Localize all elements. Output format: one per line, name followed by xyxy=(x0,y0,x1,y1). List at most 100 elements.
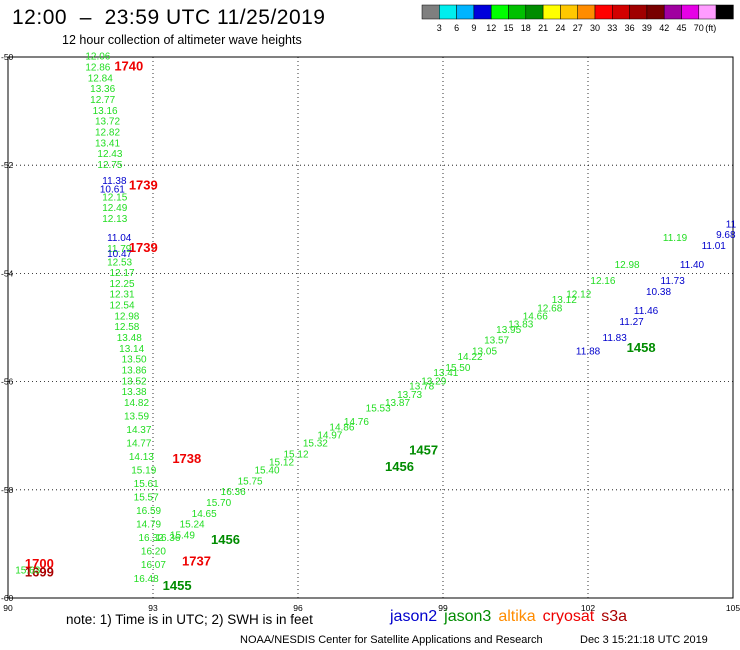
footer-generated-time: Dec 3 15:21:18 UTC 2019 xyxy=(580,634,708,646)
colorbar-tick-label: 39 xyxy=(642,23,652,33)
data-label: 11 xyxy=(726,219,737,230)
data-label: 12.25 xyxy=(110,279,135,290)
data-label: 10.38 xyxy=(646,287,671,298)
data-label: 16.20 xyxy=(141,547,166,558)
data-label: 15.57 xyxy=(134,493,159,504)
data-label: 12.77 xyxy=(90,95,115,106)
data-label: 11.19 xyxy=(663,233,688,244)
colorbar-tick-label: 24 xyxy=(555,23,565,33)
data-label: 12.98 xyxy=(114,311,139,322)
data-label: 14.66 xyxy=(523,311,548,322)
colorbar-swatch xyxy=(715,4,734,20)
colorbar-tick-label: 45 xyxy=(676,23,686,33)
data-label: 13.48 xyxy=(117,333,142,344)
x-tick-label: 105 xyxy=(726,603,740,612)
data-label: 14.22 xyxy=(458,352,483,363)
x-tick-label: 90 xyxy=(3,603,13,612)
chart-title: 12:00 – 23:59 UTC 11/25/2019 xyxy=(12,6,326,29)
data-label: 9.68 xyxy=(716,230,736,241)
x-tick-label: 102 xyxy=(581,603,595,612)
data-label: 12.53 xyxy=(107,257,132,268)
data-label: 12.82 xyxy=(95,127,120,138)
data-label: 13.05 xyxy=(472,347,497,358)
chart-subtitle: 12 hour collection of altimeter wave hei… xyxy=(62,33,302,47)
y-tick-label: -60 xyxy=(1,593,14,603)
data-label: 10.61 xyxy=(100,184,125,195)
data-label: 15.53 xyxy=(366,403,391,414)
data-label: 11.38 xyxy=(102,176,127,187)
data-label: 11.88 xyxy=(576,347,601,358)
data-label: 12.49 xyxy=(102,203,127,214)
data-label: 16.32 xyxy=(139,533,164,544)
data-label: 12.17 xyxy=(110,268,135,279)
data-label: 13.41 xyxy=(433,368,458,379)
data-label: 1455 xyxy=(163,578,192,593)
data-label: 11.27 xyxy=(619,317,644,328)
color-scale-legend: 3 6 9 12 15 18 21 24 27 30 33 36 39 42 45 70 (ft) xyxy=(421,4,734,33)
data-label: 1700 xyxy=(25,556,54,571)
data-label: 13.78 xyxy=(409,382,434,393)
data-label: 12.43 xyxy=(97,149,122,160)
data-label: 1456 xyxy=(211,532,240,547)
data-label: 13.41 xyxy=(95,138,120,149)
data-label: 15.49 xyxy=(170,530,195,541)
data-label: 15.32 xyxy=(303,439,328,450)
data-label: 12.54 xyxy=(110,301,135,312)
data-label: 14.65 xyxy=(192,509,217,520)
legend-item-altika: altika xyxy=(498,608,536,625)
data-label: 13.52 xyxy=(122,376,147,387)
data-label: 12.58 xyxy=(114,322,139,333)
data-label: 16.36 xyxy=(155,533,180,544)
data-label: 12.16 xyxy=(590,276,615,287)
data-label: 13.59 xyxy=(124,411,149,422)
data-label: 13.38 xyxy=(122,387,147,398)
colorbar-tick-label: 70 xyxy=(694,23,704,33)
y-tick-label: -58 xyxy=(1,485,14,495)
data-label: 12.15 xyxy=(102,192,127,203)
data-label: 16.48 xyxy=(134,574,159,585)
colorbar-tick-label: 21 xyxy=(538,23,548,33)
data-label: 1739 xyxy=(129,178,158,193)
colorbar-tick-label: 15 xyxy=(503,23,513,33)
data-label: 15.12 xyxy=(284,449,309,460)
colorbar-tick-label: 6 xyxy=(454,23,459,33)
y-tick-label: -56 xyxy=(1,377,14,387)
data-label: 1699 xyxy=(25,564,54,579)
data-label: 1739 xyxy=(129,240,158,255)
data-label: 1737 xyxy=(182,554,211,569)
data-label: 14.76 xyxy=(344,417,369,428)
data-label: 15.24 xyxy=(180,520,205,531)
x-tick-label: 99 xyxy=(438,603,448,612)
colorbar-tick-label: 30 xyxy=(590,23,600,33)
data-label: 16.59 xyxy=(136,506,161,517)
data-label: 15.63 xyxy=(15,566,40,577)
data-label: 15.40 xyxy=(255,466,280,477)
data-label: 12.98 xyxy=(615,260,640,271)
colorbar-tick-label: 9 xyxy=(471,23,476,33)
data-label: 12.75 xyxy=(97,160,122,171)
data-label: 15.19 xyxy=(131,466,156,477)
data-label: 13.29 xyxy=(421,376,446,387)
data-label: 12.68 xyxy=(537,303,562,314)
data-label: 13.73 xyxy=(397,390,422,401)
data-label: 16.07 xyxy=(141,560,166,571)
data-label: 12.12 xyxy=(566,290,591,301)
colorbar-tick-label: 12 xyxy=(486,23,496,33)
data-label: 13.95 xyxy=(496,325,521,336)
data-label: 11.83 xyxy=(603,333,628,344)
legend-item-s3a: s3a xyxy=(601,608,628,625)
x-tick-label: 96 xyxy=(293,603,303,612)
data-label: 11.04 xyxy=(107,233,132,244)
satellite-legend: jason2 jason3 altika cryosat s3a xyxy=(390,608,634,626)
data-label: 15.70 xyxy=(206,498,231,509)
data-label: 15.75 xyxy=(238,476,263,487)
y-tick-label: -50 xyxy=(1,52,14,62)
data-label: 13.87 xyxy=(385,398,410,409)
data-label: 13.16 xyxy=(93,106,118,117)
footer-note: note: 1) Time is in UTC; 2) SWH is in fe… xyxy=(66,612,313,627)
y-tick-label: -52 xyxy=(1,160,14,170)
data-label: 1738 xyxy=(172,451,201,466)
data-label: 15.12 xyxy=(269,457,294,468)
data-label: 12.86 xyxy=(85,63,110,74)
colorbar-tick-label: 36 xyxy=(625,23,635,33)
